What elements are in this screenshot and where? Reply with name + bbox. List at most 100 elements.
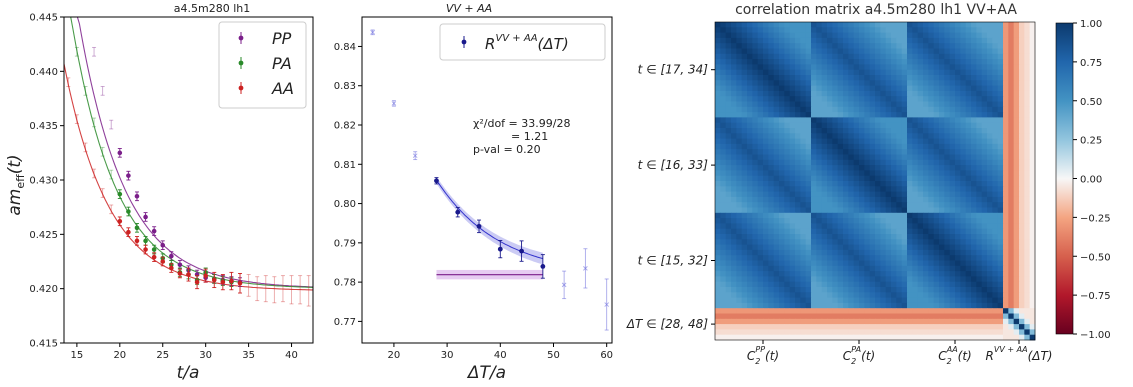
heatmap-cell [939,112,945,118]
heatmap-cell [853,112,860,118]
heatmap-cell [944,329,951,336]
heatmap-cell [763,69,769,76]
heatmap-cell [848,48,855,55]
heatmap-cell [928,22,935,28]
heatmap-cell [976,117,983,124]
heatmap-cell [848,324,855,330]
heatmap-cell [907,59,913,65]
heatmap-cell [805,281,812,288]
heatmap-cell [720,249,727,256]
heatmap-cell [912,228,919,235]
heatmap-cell [731,106,737,113]
heatmap-cell [912,22,919,28]
heatmap-cell [864,69,871,76]
heatmap-cell [917,297,924,304]
heatmap-cell [869,234,876,240]
heatmap-cell [976,302,983,309]
heatmap-cell [1013,308,1020,314]
heatmap-cell [821,218,828,224]
panel1-title: a4.5m280 lh1 [174,2,250,15]
heatmap-cell [976,186,983,192]
heatmap-cell [1013,329,1020,336]
heatmap-cell [907,186,913,192]
heatmap-cell [757,255,764,261]
heatmap-cell [773,207,780,214]
heatmap-cell [880,75,887,81]
heatmap-cell [779,122,785,129]
heatmap-cell [784,64,791,71]
heatmap-cell [880,85,887,92]
heatmap-cell [864,191,871,198]
heatmap-cell [901,22,908,28]
heatmap-cell [885,43,892,49]
heatmap-cell [720,202,727,208]
heatmap-cell [944,244,951,251]
heatmap-cell [933,292,940,298]
heatmap-cell [917,218,924,224]
heatmap-cell [912,149,919,155]
panel1-point-aa [237,280,243,286]
heatmap-cell [715,80,721,86]
heatmap-cell [933,244,940,251]
heatmap-cell [763,122,769,129]
heatmap-cell [715,313,721,320]
heatmap-cell [741,228,748,235]
heatmap-cell [816,175,823,182]
heatmap-cell [896,143,903,150]
heatmap-cell [827,170,833,177]
heatmap-cell [779,96,785,102]
heatmap-cell [955,244,961,251]
heatmap-cell [949,122,956,129]
heatmap-cell [827,212,833,219]
heatmap-cell [725,265,732,272]
heatmap-cell [805,154,812,161]
heatmap-cell [939,75,945,81]
heatmap-cell [848,165,855,171]
heatmap-cell [880,149,887,155]
heatmap-col-label-base: C [938,349,947,363]
heatmap-cell [800,271,807,277]
panel1-point-aa [211,277,217,283]
heatmap-cell [933,143,940,150]
heatmap-cell [720,196,727,203]
heatmap-cell [715,175,721,182]
heatmap-cell [784,22,791,28]
heatmap-cell [944,101,951,108]
heatmap-cell [997,112,1004,118]
heatmap-cell [757,334,764,341]
heatmap-cell [837,287,844,293]
heatmap-cell [811,59,817,65]
heatmap-row-label: t ∈ [15, 32] [638,254,709,268]
heatmap-cell [949,37,956,44]
heatmap-cell [933,228,940,235]
heatmap-cell [768,255,775,261]
heatmap-cell [864,244,871,251]
heatmap-cell [1029,324,1036,330]
heatmap-cell [853,170,860,177]
panel1-point-aa [229,278,234,284]
heatmap-cell [1024,59,1031,65]
heatmap-cell [779,202,785,208]
panel1-point-pa [134,225,140,231]
heatmap-cell [976,223,983,230]
panel1-point-aa [177,271,183,276]
heatmap-cell [725,324,732,330]
heatmap-cell [853,37,860,44]
heatmap-cell [864,90,871,97]
heatmap-cell [917,265,924,272]
heatmap-cell [917,143,924,150]
heatmap-cell [976,96,983,102]
heatmap-cell [800,302,807,309]
heatmap-cell [725,271,732,277]
heatmap-cell [997,218,1004,224]
heatmap-cell [891,234,897,240]
heatmap-cell [1003,75,1009,81]
heatmap-cell [779,165,785,171]
heatmap-cell [997,329,1004,336]
heatmap-cell [768,106,775,113]
heatmap-cell [848,276,855,283]
heatmap-cell [869,228,876,235]
heatmap-cell [768,175,775,182]
heatmap-cell [987,234,993,240]
heatmap-cell [896,207,903,214]
